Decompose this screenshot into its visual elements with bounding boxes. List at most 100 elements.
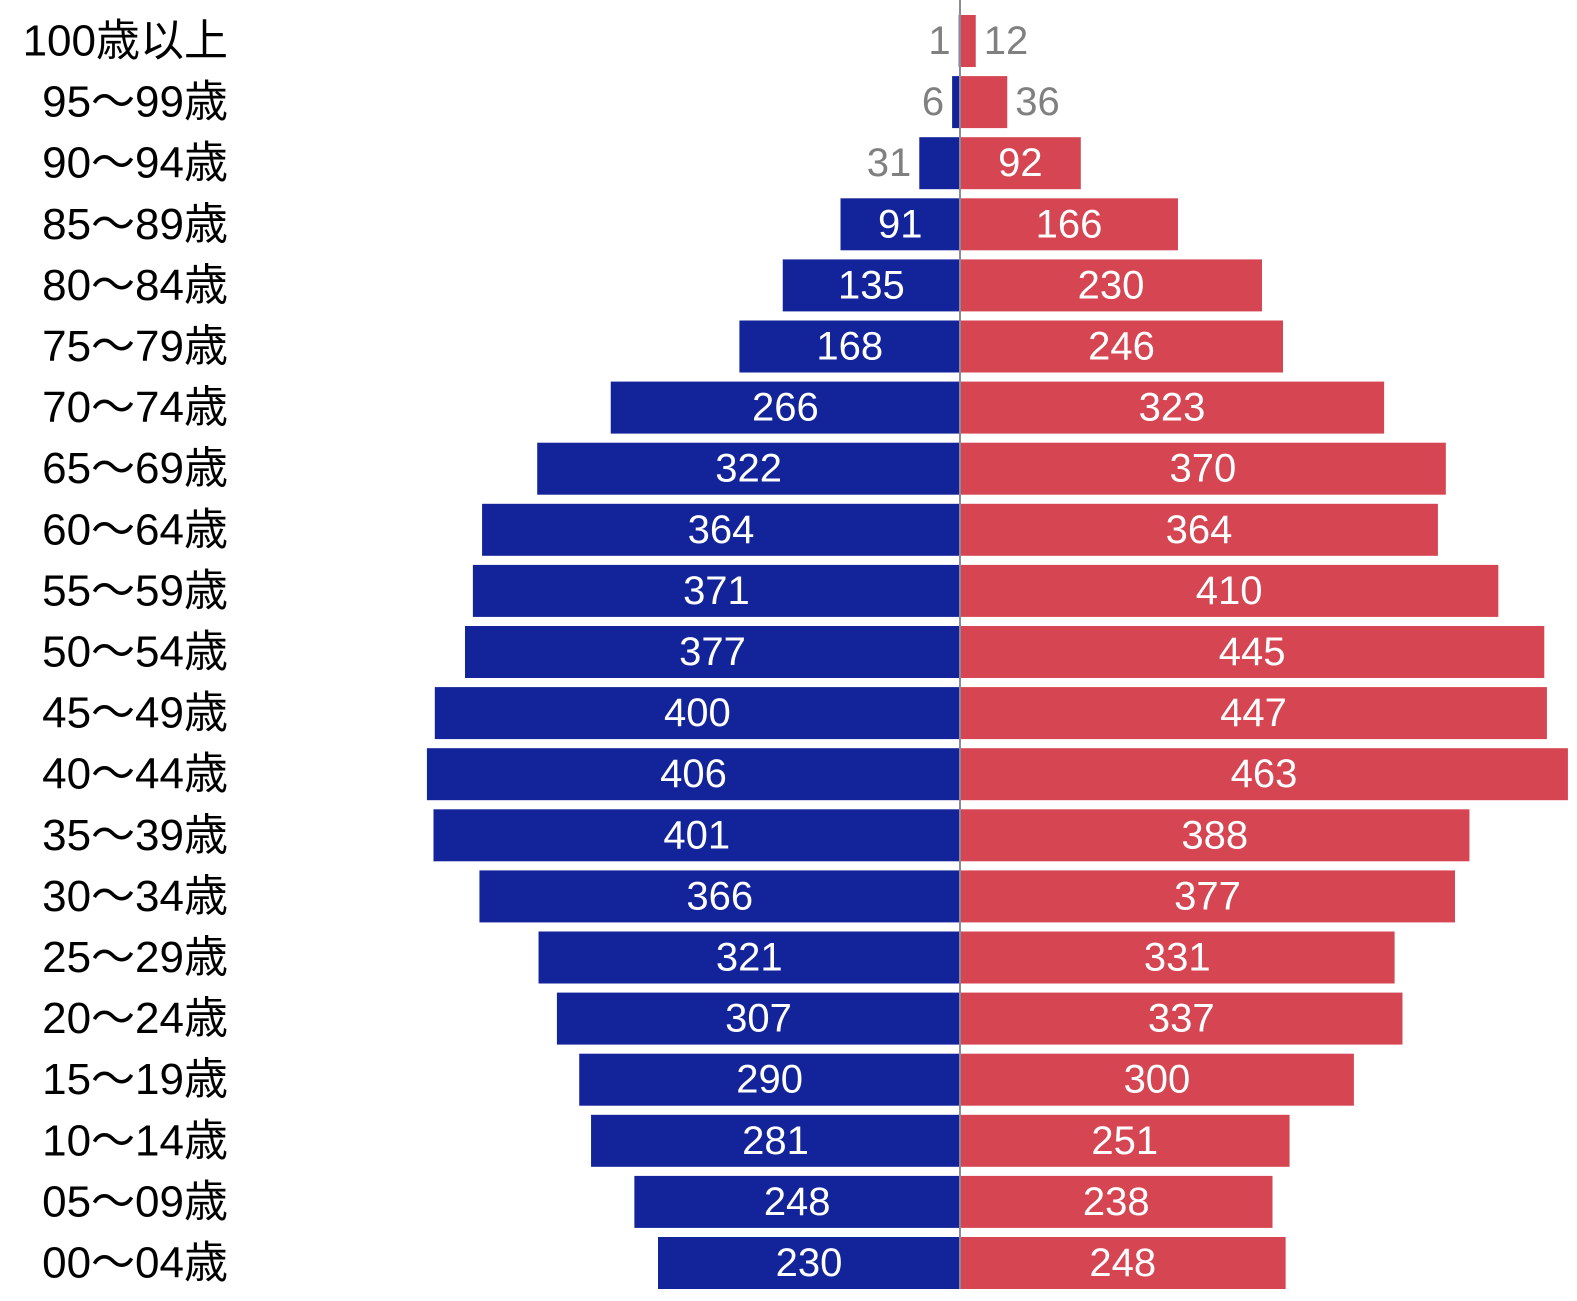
age-group-label: 15〜19歳 (42, 1055, 228, 1104)
male-bar (952, 76, 960, 129)
female-value-label: 248 (1089, 1241, 1156, 1285)
female-bar (960, 381, 1385, 434)
female-value-label: 331 (1144, 936, 1211, 980)
male-bar (472, 564, 960, 617)
female-value-label: 230 (1078, 263, 1145, 307)
male-value-label: 307 (725, 997, 792, 1041)
female-bar (960, 137, 1081, 190)
age-group-label: 95〜99歳 (42, 78, 228, 127)
female-bar (960, 870, 1456, 923)
female-bar (960, 198, 1178, 251)
female-bar (960, 1114, 1290, 1167)
male-value-label: 371 (683, 569, 750, 613)
age-group-label: 75〜79歳 (42, 322, 228, 371)
male-bar (840, 198, 960, 251)
female-value-label: 166 (1036, 202, 1103, 246)
female-value-label: 370 (1170, 447, 1237, 491)
female-value-label: 410 (1196, 569, 1263, 613)
male-value-label: 230 (776, 1241, 843, 1285)
male-bar (479, 870, 960, 923)
female-bar (960, 626, 1545, 678)
male-value-label: 248 (764, 1180, 831, 1224)
male-bar (591, 1114, 960, 1167)
age-group-label: 30〜34歳 (42, 872, 228, 921)
age-group-label: 00〜04歳 (42, 1239, 228, 1288)
value-labels: 1 12 6 36 31 92 91 166 135 230 168 246 266 323 322 370 3… (660, 19, 1297, 1285)
male-value-label: 322 (715, 447, 782, 491)
male-value-label: 281 (742, 1119, 809, 1163)
male-value-label: 31 (867, 141, 912, 185)
male-bar (433, 809, 960, 862)
male-bar (482, 503, 960, 556)
male-bar (610, 381, 960, 434)
female-value-label: 463 (1231, 752, 1298, 796)
age-group-label: 20〜24歳 (42, 994, 228, 1043)
male-value-label: 364 (688, 508, 755, 552)
female-bar (960, 687, 1547, 740)
female-value-label: 246 (1088, 325, 1155, 369)
age-group-label: 10〜14歳 (42, 1116, 228, 1165)
male-value-label: 1 (928, 19, 950, 63)
female-bar (960, 992, 1403, 1045)
age-group-label: 60〜64歳 (42, 505, 228, 554)
female-value-label: 36 (1015, 80, 1060, 124)
female-bar (960, 503, 1438, 556)
male-bar (538, 931, 960, 984)
male-value-label: 377 (679, 630, 746, 674)
female-bar (960, 259, 1262, 312)
age-group-label: 70〜74歳 (42, 383, 228, 432)
age-group-label: 45〜49歳 (42, 689, 228, 738)
female-value-label: 377 (1174, 874, 1241, 918)
male-value-label: 406 (660, 752, 727, 796)
male-value-label: 91 (878, 202, 923, 246)
age-group-labels: 100歳以上 95〜99歳 90〜94歳 85〜89歳 80〜84歳 75〜79歳 70〜7… (23, 17, 228, 1288)
female-bar (960, 320, 1283, 373)
female-bar (960, 76, 1008, 129)
female-bar (960, 1053, 1354, 1106)
male-value-label: 321 (716, 936, 783, 980)
female-value-label: 92 (998, 141, 1043, 185)
male-value-label: 6 (922, 80, 944, 124)
female-value-label: 300 (1124, 1058, 1191, 1102)
male-value-label: 266 (752, 386, 819, 430)
male-value-label: 290 (736, 1058, 803, 1102)
male-bar (556, 992, 960, 1045)
male-series (426, 15, 960, 1289)
male-bar (434, 687, 960, 740)
male-bar (426, 748, 960, 801)
age-group-label: 05〜09歳 (42, 1177, 228, 1226)
age-group-label: 55〜59歳 (42, 566, 228, 615)
male-value-label: 168 (816, 325, 883, 369)
female-value-label: 447 (1220, 691, 1287, 735)
male-bar (537, 442, 960, 495)
age-group-label: 35〜39歳 (42, 811, 228, 860)
female-bar (960, 15, 976, 67)
female-bar (960, 809, 1470, 862)
female-value-label: 323 (1139, 386, 1206, 430)
age-group-label: 25〜29歳 (42, 933, 228, 982)
male-bar (464, 626, 960, 678)
female-series (960, 15, 1568, 1289)
age-group-label: 85〜89歳 (42, 200, 228, 249)
age-group-label: 50〜54歳 (42, 628, 228, 677)
female-value-label: 388 (1181, 813, 1248, 857)
female-bar (960, 564, 1499, 617)
age-group-label: 40〜44歳 (42, 750, 228, 799)
male-value-label: 400 (664, 691, 731, 735)
female-bar (960, 442, 1446, 495)
age-group-label: 65〜69歳 (42, 444, 228, 493)
female-value-label: 337 (1148, 997, 1215, 1041)
male-value-label: 135 (838, 263, 905, 307)
male-bar (634, 1175, 960, 1228)
female-value-label: 238 (1083, 1180, 1150, 1224)
male-bar (739, 320, 960, 373)
male-value-label: 366 (686, 874, 753, 918)
female-value-label: 445 (1219, 630, 1286, 674)
female-bar (960, 931, 1395, 984)
female-value-label: 251 (1091, 1119, 1158, 1163)
female-value-label: 12 (984, 19, 1029, 63)
female-value-label: 364 (1166, 508, 1233, 552)
male-bar (919, 137, 960, 190)
female-bar (960, 748, 1568, 801)
